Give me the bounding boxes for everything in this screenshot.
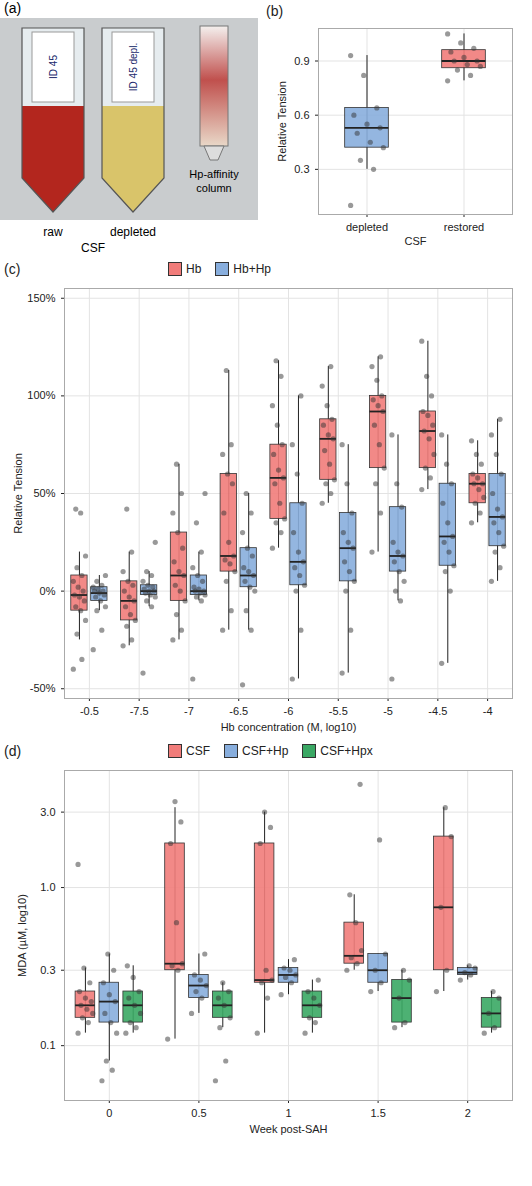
svg-text:-0.5: -0.5 bbox=[80, 705, 99, 717]
html-text:CSF: CSF bbox=[186, 744, 210, 758]
svg-text:depleted: depleted bbox=[110, 225, 156, 239]
svg-text:-6: -6 bbox=[284, 705, 294, 717]
svg-text:-4: -4 bbox=[483, 705, 493, 717]
svg-text:Hp-affinity: Hp-affinity bbox=[189, 168, 239, 180]
svg-text:-5.5: -5.5 bbox=[329, 705, 348, 717]
html-text:Hb+Hp: Hb+Hp bbox=[233, 262, 271, 276]
html-text:(b): (b) bbox=[266, 3, 284, 19]
svg-text:-4.5: -4.5 bbox=[428, 705, 447, 717]
svg-text:ID 45 depl.: ID 45 depl. bbox=[128, 43, 139, 91]
svg-text:Hb concentration (M, log10): Hb concentration (M, log10) bbox=[221, 721, 357, 733]
svg-text:3.0: 3.0 bbox=[40, 806, 55, 818]
svg-text:0.9: 0.9 bbox=[294, 55, 309, 67]
svg-text:restored: restored bbox=[444, 221, 484, 233]
svg-text:1: 1 bbox=[285, 1107, 291, 1119]
svg-text:1.5: 1.5 bbox=[370, 1107, 385, 1119]
svg-text:CSF: CSF bbox=[81, 241, 105, 255]
svg-text:(a): (a) bbox=[4, 0, 21, 16]
svg-text:-7.5: -7.5 bbox=[130, 705, 149, 717]
svg-text:0.3: 0.3 bbox=[40, 964, 55, 976]
svg-text:column: column bbox=[196, 182, 231, 194]
svg-text:1.0: 1.0 bbox=[40, 881, 55, 893]
html-text:(c): (c) bbox=[4, 261, 21, 277]
svg-text:50%: 50% bbox=[33, 487, 55, 499]
html-text:(d): (d) bbox=[4, 743, 22, 759]
svg-text:0.6: 0.6 bbox=[294, 109, 309, 121]
svg-text:raw: raw bbox=[43, 225, 63, 239]
svg-text:Relative Tension: Relative Tension bbox=[276, 81, 288, 162]
svg-text:-7: -7 bbox=[184, 705, 194, 717]
svg-text:MDA (µM, log10): MDA (µM, log10) bbox=[16, 894, 28, 977]
svg-text:-50%: -50% bbox=[30, 682, 56, 694]
svg-text:CSF: CSF bbox=[405, 235, 427, 247]
html-text:Hb: Hb bbox=[186, 262, 202, 276]
svg-text:2: 2 bbox=[465, 1107, 471, 1119]
svg-text:100%: 100% bbox=[27, 389, 55, 401]
svg-text:ID 45: ID 45 bbox=[48, 55, 59, 79]
svg-text:Week post-SAH: Week post-SAH bbox=[249, 1123, 327, 1135]
svg-text:0.3: 0.3 bbox=[294, 163, 309, 175]
svg-text:150%: 150% bbox=[27, 292, 55, 304]
svg-text:0.5: 0.5 bbox=[191, 1107, 206, 1119]
svg-text:0.1: 0.1 bbox=[40, 1039, 55, 1051]
svg-text:0: 0 bbox=[106, 1107, 112, 1119]
html-text:CSF+Hp: CSF+Hp bbox=[242, 744, 289, 758]
svg-text:depleted: depleted bbox=[346, 221, 388, 233]
svg-text:-6.5: -6.5 bbox=[229, 705, 248, 717]
html-text:CSF+Hpx: CSF+Hpx bbox=[320, 744, 373, 758]
svg-text:0%: 0% bbox=[40, 585, 56, 597]
svg-text:-5: -5 bbox=[383, 705, 393, 717]
svg-text:Relative Tension: Relative Tension bbox=[12, 453, 24, 534]
